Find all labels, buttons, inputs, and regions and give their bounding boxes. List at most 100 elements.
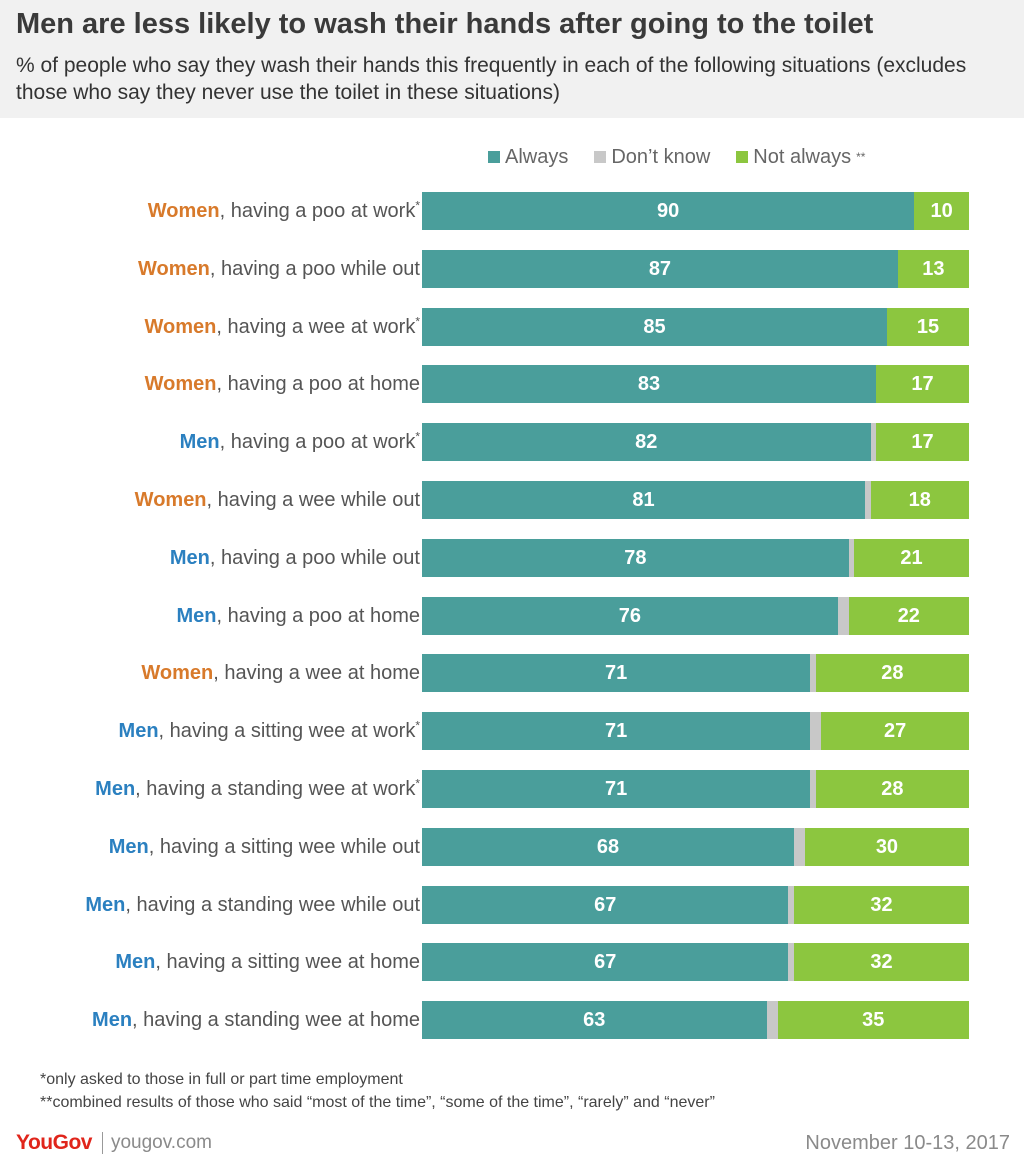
row-footnote-marker: *	[415, 429, 420, 444]
bar-dont-know	[870, 423, 876, 462]
bar-not-always	[777, 1001, 969, 1040]
bar-always	[422, 596, 838, 635]
row-situation-label: , having a poo while out	[209, 257, 420, 280]
bar-not-always	[914, 192, 969, 230]
bar-dont-know	[793, 827, 805, 866]
row-footnote-marker: *	[415, 198, 420, 213]
bar-track: 87 13	[422, 249, 969, 288]
bar-track: 63 35	[422, 1001, 969, 1040]
row-label: Men, having a poo while out	[170, 539, 420, 577]
row-label: Men, having a standing wee while out	[85, 886, 420, 924]
yougov-logo: YouGov	[16, 1131, 92, 1154]
value-label-always: 87	[648, 257, 672, 280]
row-label: Men, having a poo at home	[177, 597, 420, 635]
row-group-label: Women	[141, 662, 214, 685]
value-label-always: 71	[605, 778, 628, 800]
bar-track: 76 22	[422, 596, 969, 635]
row-situation-label: , having a poo at home	[216, 604, 420, 627]
row-label: Women, having a poo at work*	[148, 192, 420, 230]
bar-dont-know	[837, 596, 849, 635]
row-group-label: Men	[108, 835, 149, 858]
chart-row: Women, having a poo at home 83 17	[0, 365, 1024, 404]
row-situation-label: , having a sitting wee at home	[155, 951, 420, 974]
bar-track: 81 18	[422, 481, 969, 519]
value-label-not-always: 17	[911, 373, 934, 396]
row-label: Men, having a standing wee at home	[92, 1001, 420, 1039]
bar-always	[422, 307, 887, 346]
row-group-label: Men	[85, 893, 126, 916]
bar-not-always	[821, 712, 969, 751]
value-label-always: 78	[624, 546, 647, 569]
value-label-always: 82	[635, 431, 658, 454]
bar-always	[422, 770, 811, 808]
row-situation-label: , having a standing wee at work	[135, 778, 416, 800]
chart-row: Men, having a poo at work* 82 17	[0, 423, 1024, 462]
row-situation-label: , having a wee at work	[216, 315, 416, 338]
bar-always	[422, 365, 876, 404]
survey-date: November 10-13, 2017	[805, 1132, 1010, 1154]
legend-item-dont-know: Don’t know	[594, 146, 710, 169]
bar-track: 67 32	[422, 885, 969, 924]
bar-not-always	[870, 481, 969, 519]
value-label-always: 90	[657, 200, 680, 222]
chart-row: Women, having a poo while out 87 13	[0, 249, 1024, 288]
chart-subtitle: % of people who say they wash their hand…	[16, 54, 967, 104]
row-group-label: Men	[95, 778, 136, 800]
header: Men are less likely to wash their hands …	[0, 0, 1024, 118]
bar-always	[422, 481, 866, 519]
value-label-not-always: 15	[916, 315, 940, 338]
stacked-bar-chart: Women, having a poo at work* 90 10 Women, h…	[0, 180, 1024, 1060]
bar-not-always	[804, 827, 969, 866]
row-footnote-marker: *	[415, 776, 420, 791]
row-label: Women, having a wee at work*	[144, 308, 420, 346]
chart-row: Men, having a sitting wee at work* 71 27	[0, 712, 1024, 751]
legend-swatch	[488, 151, 500, 163]
row-situation-label: , having a sitting wee while out	[148, 835, 420, 858]
row-group-label: Women	[144, 315, 217, 338]
value-label-always: 67	[594, 893, 617, 916]
value-label-not-always: 30	[875, 835, 899, 858]
bar-dont-know	[865, 481, 871, 519]
bar-dont-know	[848, 538, 855, 577]
bar-always	[422, 885, 789, 924]
row-label: Men, having a poo at work*	[180, 423, 420, 461]
bar-dont-know	[810, 712, 822, 751]
bar-not-always	[897, 249, 969, 288]
row-footnote-marker: *	[415, 718, 420, 733]
row-situation-label: , having a poo at work	[219, 200, 416, 222]
value-label-not-always: 18	[908, 489, 931, 511]
chart-row: Women, having a poo at work* 90 10	[0, 192, 1024, 230]
bar-not-always	[815, 770, 969, 808]
row-group-label: Men	[118, 720, 159, 743]
value-label-not-always: 32	[870, 893, 893, 916]
footnote-employment: *only asked to those in full or part tim…	[40, 1071, 403, 1088]
bar-not-always	[848, 596, 969, 635]
value-label-not-always: 17	[911, 431, 934, 454]
legend-item-always: Always	[488, 146, 568, 169]
bar-dont-know	[766, 1001, 778, 1040]
bar-track: 78 21	[422, 538, 969, 577]
chart-title: Men are less likely to wash their hands …	[16, 8, 874, 40]
brand-url: yougov.com	[110, 1132, 212, 1153]
bar-not-always	[876, 365, 969, 404]
bar-not-always	[793, 943, 969, 982]
legend-label: Don’t know	[611, 145, 711, 168]
legend-footnote-marker: **	[856, 150, 866, 164]
bar-track: 71 27	[422, 712, 969, 751]
legend-swatch	[736, 151, 749, 163]
row-label: Men, having a sitting wee at home	[115, 943, 420, 981]
chart-row: Men, having a standing wee at home 63 35	[0, 1001, 1024, 1040]
value-label-always: 85	[643, 315, 666, 338]
row-situation-label: , having a standing wee while out	[125, 893, 420, 916]
bar-not-always	[815, 654, 969, 693]
bar-always	[422, 423, 871, 462]
chart-row: Men, having a poo while out 78 21	[0, 538, 1024, 577]
row-label: Women, having a wee while out	[135, 481, 420, 519]
value-label-always: 71	[605, 720, 628, 743]
bar-track: 68 30	[422, 827, 969, 866]
value-label-not-always: 32	[870, 951, 893, 974]
row-label: Men, having a standing wee at work*	[95, 770, 420, 808]
value-label-not-always: 27	[884, 720, 907, 743]
row-group-label: Men	[115, 951, 156, 974]
row-situation-label: , having a standing wee at home	[132, 1009, 420, 1032]
